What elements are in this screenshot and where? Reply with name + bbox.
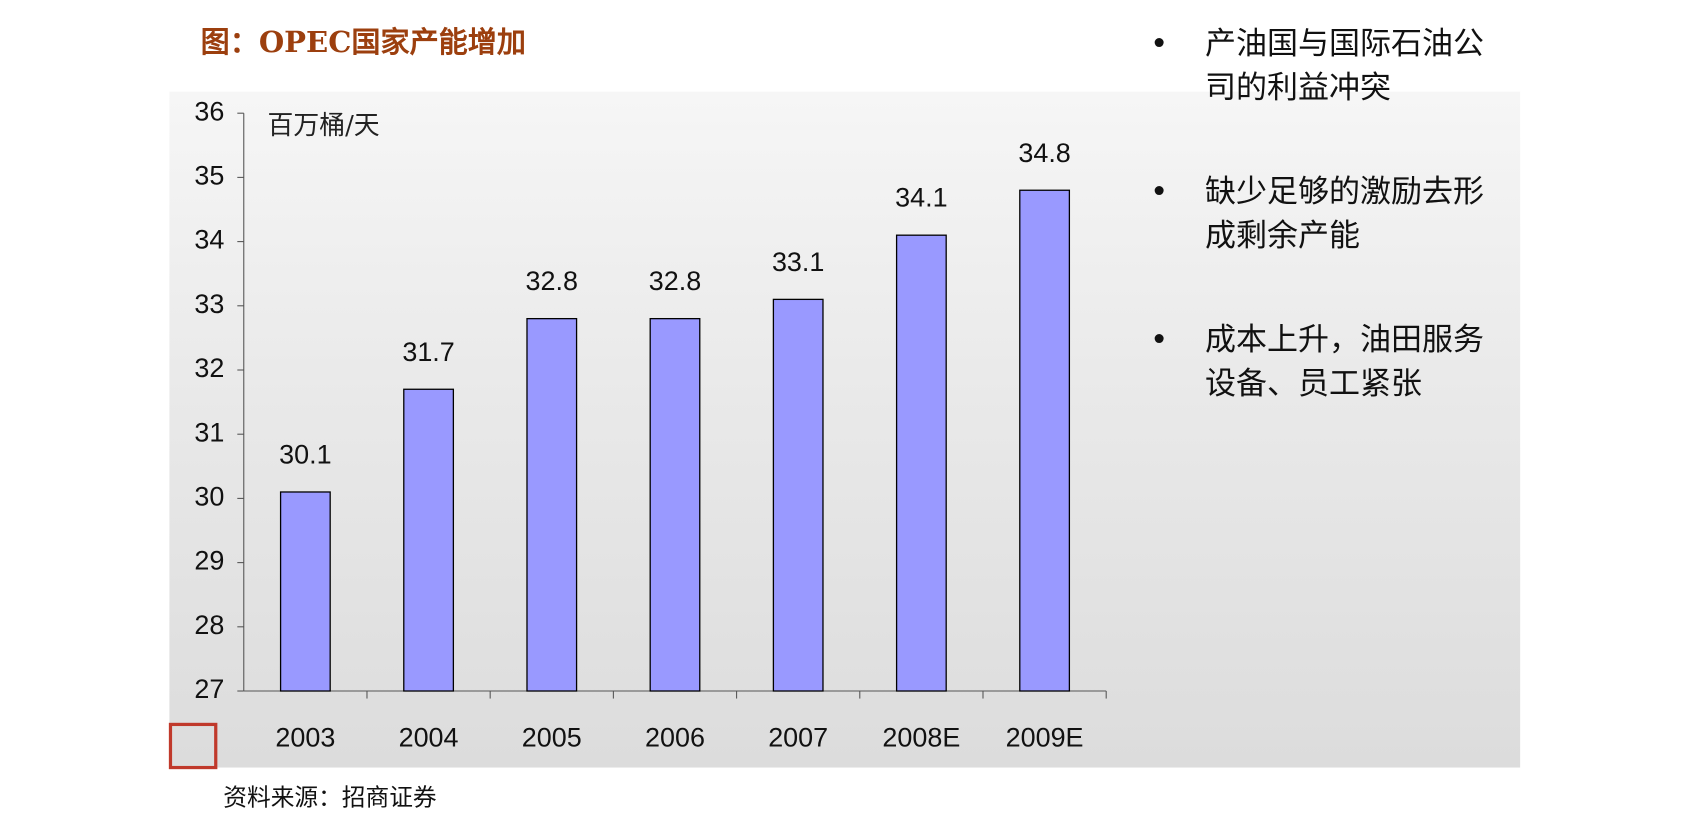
stamp — [168, 722, 218, 770]
bullet-list: 产油国与国际石油公司的利益冲突 缺少足够的激励去形成剩余产能 成本上升，油田服务… — [1150, 22, 1495, 466]
y-tick-label: 29 — [194, 546, 224, 576]
bar — [649, 317, 701, 692]
y-tick-label: 31 — [194, 417, 224, 447]
bar — [526, 317, 578, 692]
x-tick-label: 2009E — [1006, 723, 1084, 753]
bar — [279, 491, 331, 692]
x-tick-label: 2005 — [522, 723, 582, 753]
value-label: 34.1 — [895, 183, 947, 213]
y-tick-label: 34 — [194, 225, 224, 255]
x-tick-label: 2007 — [768, 723, 828, 753]
y-tick-label: 33 — [194, 289, 224, 319]
bar — [895, 234, 947, 692]
chart-title: 图：OPEC国家产能增加 — [201, 25, 526, 59]
bar — [403, 388, 455, 692]
x-tick-label: 2003 — [275, 723, 335, 753]
y-tick-label: 28 — [194, 610, 224, 640]
bullet: 产油国与国际石油公司的利益冲突 — [1150, 22, 1495, 110]
value-label: 30.1 — [279, 440, 331, 470]
x-tick-label: 2006 — [645, 723, 705, 753]
y-axis-label: 百万桶/天 — [267, 111, 379, 141]
value-label: 31.7 — [402, 337, 454, 367]
value-label: 32.8 — [526, 266, 578, 296]
y-tick-label: 30 — [194, 482, 224, 512]
y-tick-label: 35 — [194, 161, 224, 191]
y-tick-label: 32 — [194, 353, 224, 383]
x-tick-label: 2008E — [882, 723, 960, 753]
bar — [1019, 189, 1071, 692]
bullet: 成本上升，油田服务设备、员工紧张 — [1150, 318, 1495, 406]
value-label: 33.1 — [772, 247, 824, 277]
y-tick-label: 36 — [194, 96, 224, 126]
y-tick-label: 27 — [194, 674, 224, 704]
value-label: 32.8 — [649, 266, 701, 296]
x-tick-label: 2004 — [399, 723, 459, 753]
value-label: 34.8 — [1018, 138, 1070, 168]
source: 资料来源：招商证券 — [223, 783, 437, 811]
bar — [772, 298, 824, 692]
bullet: 缺少足够的激励去形成剩余产能 — [1150, 170, 1495, 258]
